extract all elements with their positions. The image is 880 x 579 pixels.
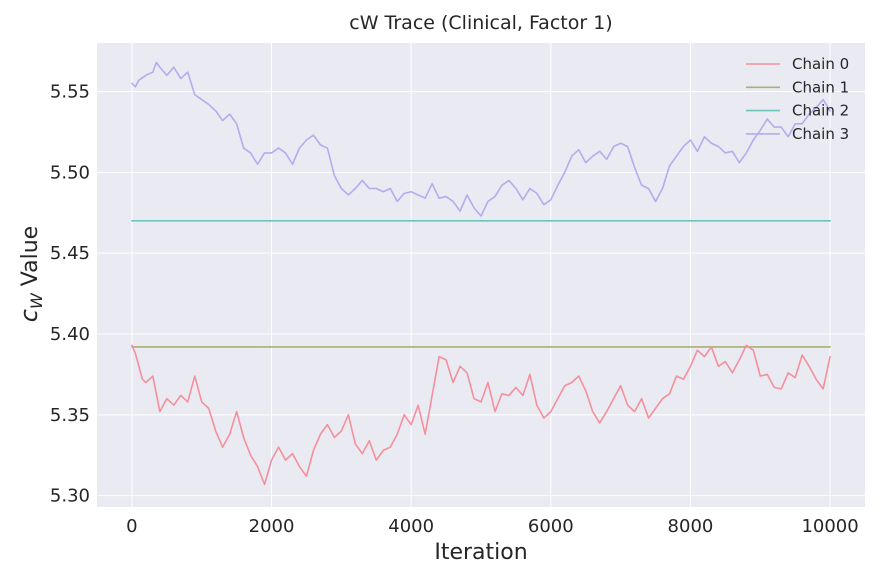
y-axis-ticks: 5.30 5.35 5.40 5.45 5.50 5.55: [50, 82, 90, 507]
y-tick-label: 5.50: [50, 162, 90, 183]
chart-title: cW Trace (Clinical, Factor 1): [349, 12, 612, 34]
series-line-chain-0: [131, 344, 831, 486]
legend-label: Chain 2: [792, 102, 849, 120]
x-tick-label: 10000: [801, 516, 858, 537]
x-tick-label: 6000: [528, 516, 574, 537]
x-tick-label: 8000: [668, 516, 714, 537]
x-tick-label: 2000: [249, 516, 295, 537]
y-tick-label: 5.30: [50, 486, 90, 507]
y-tick-label: 5.40: [50, 324, 90, 345]
legend-label: Chain 3: [792, 125, 849, 143]
x-axis-label: Iteration: [434, 540, 527, 565]
y-axis-label-sub: W: [27, 292, 46, 309]
plot-area: [97, 43, 865, 507]
y-axis-label-main: c: [15, 309, 43, 322]
x-tick-label: 0: [126, 516, 137, 537]
x-axis-ticks: 0 2000 4000 6000 8000 10000: [126, 516, 859, 537]
grid: [97, 43, 865, 507]
x-tick-label: 4000: [388, 516, 434, 537]
legend-label: Chain 1: [792, 78, 849, 96]
y-tick-label: 5.45: [50, 243, 90, 264]
y-tick-label: 5.35: [50, 405, 90, 426]
series-layer: [131, 61, 831, 486]
y-tick-label: 5.55: [50, 82, 90, 103]
y-axis-label: cW Value: [15, 226, 46, 322]
legend: Chain 0 Chain 1 Chain 2 Chain 3: [746, 55, 849, 143]
series-line-chain-3: [131, 61, 831, 217]
legend-label: Chain 0: [792, 55, 849, 73]
y-axis-label-rest: Value: [18, 226, 43, 293]
